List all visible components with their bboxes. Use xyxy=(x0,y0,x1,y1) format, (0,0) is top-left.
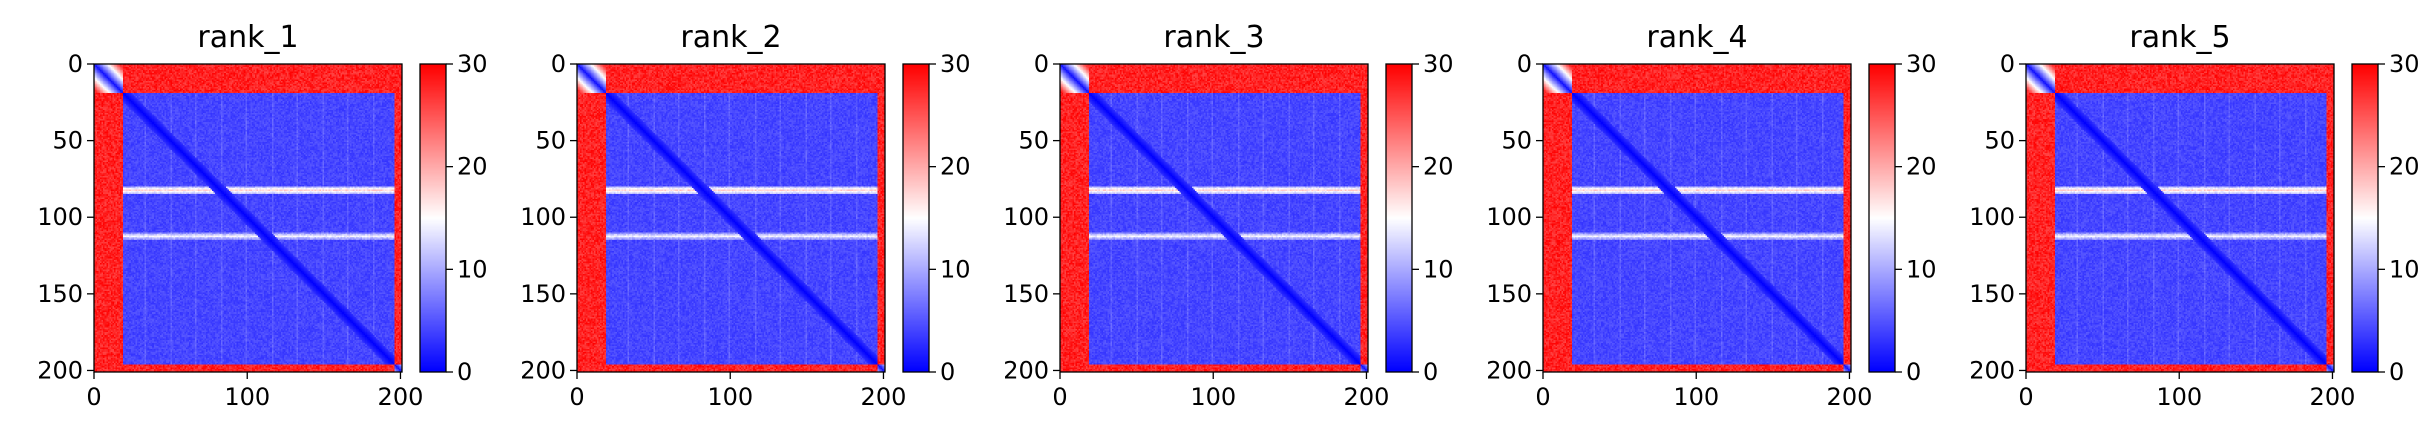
x-tick-label: 200 xyxy=(378,383,424,411)
panel-title: rank_4 xyxy=(1646,20,1747,55)
y-tick-label: 0 xyxy=(2000,50,2015,78)
x-tick-label: 200 xyxy=(1827,383,1873,411)
y-tick-label: 50 xyxy=(1984,127,2015,155)
colorbar-tick-label: 0 xyxy=(2389,358,2404,386)
y-tick-label: 50 xyxy=(1501,127,1532,155)
colorbar-gradient xyxy=(2352,64,2378,372)
x-tick-label: 100 xyxy=(1190,383,1236,411)
axes-frame xyxy=(576,63,886,373)
colorbar-tick-label: 0 xyxy=(940,358,955,386)
y-tick-label: 200 xyxy=(1486,356,1532,384)
colorbar-gradient xyxy=(420,64,446,372)
colorbar-frame xyxy=(2351,63,2379,373)
x-tick-label: 100 xyxy=(1673,383,1719,411)
y-tick-label: 150 xyxy=(1003,280,1049,308)
y-tick-label: 200 xyxy=(1003,356,1049,384)
y-tick-label: 200 xyxy=(520,356,566,384)
y-tick-label: 150 xyxy=(1969,280,2015,308)
colorbar-frame xyxy=(1868,63,1896,373)
heatmap-image xyxy=(577,64,885,372)
y-tick-label: 100 xyxy=(1003,203,1049,231)
y-tick-label: 50 xyxy=(1018,127,1049,155)
colorbar-tick-label: 10 xyxy=(457,255,488,283)
panel-title: rank_5 xyxy=(2129,20,2230,55)
x-tick-label: 0 xyxy=(569,383,584,411)
y-tick-label: 150 xyxy=(520,280,566,308)
panel-title: rank_3 xyxy=(1163,20,1264,55)
x-tick-label: 100 xyxy=(224,383,270,411)
colorbar-tick-label: 10 xyxy=(940,255,971,283)
colorbar-gradient xyxy=(903,64,929,372)
y-tick-label: 100 xyxy=(1969,203,2015,231)
colorbar-tick-label: 0 xyxy=(1906,358,1921,386)
panel-title: rank_2 xyxy=(680,20,781,55)
colorbar-gradient xyxy=(1386,64,1412,372)
colorbar-frame xyxy=(902,63,930,373)
colorbar-tick-label: 30 xyxy=(2389,50,2420,78)
y-tick-label: 0 xyxy=(68,50,83,78)
heatmap-image xyxy=(1543,64,1851,372)
colorbar-frame xyxy=(1385,63,1413,373)
colorbar-tick-label: 30 xyxy=(940,50,971,78)
colorbar-tick-label: 20 xyxy=(457,153,488,181)
axes-frame xyxy=(93,63,403,373)
y-tick-label: 100 xyxy=(37,203,83,231)
x-tick-label: 200 xyxy=(861,383,907,411)
colorbar-tick-label: 20 xyxy=(1423,153,1454,181)
colorbar-tick-label: 30 xyxy=(457,50,488,78)
x-tick-label: 0 xyxy=(1535,383,1550,411)
x-tick-label: 0 xyxy=(86,383,101,411)
axes-frame xyxy=(2025,63,2335,373)
colorbar-tick-label: 10 xyxy=(1906,255,1937,283)
heatmap-image xyxy=(94,64,402,372)
x-tick-label: 100 xyxy=(707,383,753,411)
axes-frame xyxy=(1542,63,1852,373)
y-tick-label: 50 xyxy=(535,127,566,155)
panel-title: rank_1 xyxy=(197,20,298,55)
y-tick-label: 50 xyxy=(52,127,83,155)
y-tick-label: 100 xyxy=(1486,203,1532,231)
y-tick-label: 200 xyxy=(1969,356,2015,384)
colorbar-tick-label: 20 xyxy=(940,153,971,181)
y-tick-label: 100 xyxy=(520,203,566,231)
x-tick-label: 200 xyxy=(2310,383,2356,411)
colorbar-tick-label: 10 xyxy=(1423,255,1454,283)
colorbar-tick-label: 20 xyxy=(1906,153,1937,181)
colorbar-tick-label: 30 xyxy=(1906,50,1937,78)
colorbar-tick-label: 30 xyxy=(1423,50,1454,78)
x-tick-label: 100 xyxy=(2156,383,2202,411)
axes-frame xyxy=(1059,63,1369,373)
heatmap-image xyxy=(2026,64,2334,372)
y-tick-label: 0 xyxy=(1034,50,1049,78)
colorbar-frame xyxy=(419,63,447,373)
colorbar-tick-label: 20 xyxy=(2389,153,2420,181)
x-tick-label: 0 xyxy=(1052,383,1067,411)
y-tick-label: 200 xyxy=(37,356,83,384)
y-tick-label: 150 xyxy=(37,280,83,308)
x-tick-label: 200 xyxy=(1344,383,1390,411)
y-tick-label: 150 xyxy=(1486,280,1532,308)
colorbar-tick-label: 10 xyxy=(2389,255,2420,283)
x-tick-label: 0 xyxy=(2018,383,2033,411)
y-tick-label: 0 xyxy=(1517,50,1532,78)
heatmap-image xyxy=(1060,64,1368,372)
y-tick-label: 0 xyxy=(551,50,566,78)
colorbar-tick-label: 0 xyxy=(457,358,472,386)
colorbar-gradient xyxy=(1869,64,1895,372)
colorbar-tick-label: 0 xyxy=(1423,358,1438,386)
